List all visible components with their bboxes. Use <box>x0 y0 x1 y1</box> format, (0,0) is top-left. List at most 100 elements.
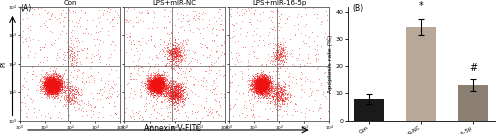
Point <box>261 86 269 89</box>
Point <box>254 90 262 92</box>
Point <box>146 86 154 88</box>
Point <box>274 77 282 79</box>
Point <box>254 86 262 88</box>
Point <box>148 85 156 87</box>
Point <box>50 80 58 82</box>
Point <box>162 85 170 87</box>
Point <box>258 88 266 90</box>
Point <box>64 49 72 51</box>
Point <box>49 81 57 83</box>
Point <box>42 84 50 86</box>
Point <box>45 83 53 85</box>
Text: *: * <box>419 1 424 11</box>
Point <box>36 78 44 81</box>
Point <box>212 28 220 30</box>
Point <box>324 65 332 67</box>
Point <box>168 88 176 90</box>
Point <box>172 95 179 97</box>
Point <box>150 80 158 83</box>
Point <box>158 79 166 81</box>
Point <box>261 83 269 86</box>
Point <box>250 84 258 86</box>
Point <box>253 81 261 84</box>
Point <box>45 87 53 89</box>
Point <box>260 85 268 87</box>
Point <box>157 86 165 88</box>
Point <box>149 81 157 83</box>
Point <box>44 83 52 85</box>
Point <box>56 83 64 86</box>
Point <box>178 89 186 91</box>
Point <box>256 78 264 80</box>
Point <box>157 82 165 84</box>
Point <box>43 91 51 93</box>
Point <box>156 80 164 82</box>
Point <box>50 89 58 91</box>
Point <box>48 80 56 82</box>
Point <box>57 80 65 82</box>
Point <box>48 82 56 84</box>
Point <box>154 86 162 88</box>
Point <box>50 85 58 87</box>
Point <box>154 82 162 84</box>
Point <box>273 99 281 101</box>
Point <box>156 74 164 76</box>
Point <box>168 53 176 55</box>
Point <box>154 80 162 83</box>
Point <box>52 81 60 83</box>
Point <box>154 85 162 88</box>
Point <box>247 84 255 86</box>
Point <box>152 83 160 86</box>
Point <box>26 97 34 99</box>
Point <box>50 85 58 88</box>
Point <box>43 78 51 80</box>
Point <box>51 84 59 86</box>
Point <box>17 109 25 111</box>
Point <box>56 81 64 83</box>
Point <box>47 88 55 90</box>
Point <box>274 92 282 94</box>
Point <box>254 88 262 90</box>
Point <box>18 85 25 87</box>
Point <box>54 82 62 84</box>
Point <box>260 82 268 84</box>
Point <box>264 85 272 87</box>
Point <box>258 95 266 98</box>
Point <box>152 80 160 82</box>
Point <box>182 98 190 100</box>
Point <box>278 47 285 49</box>
Point <box>136 81 144 83</box>
Point <box>202 56 210 58</box>
Point <box>151 88 159 90</box>
Point <box>152 87 160 89</box>
Point <box>256 83 264 86</box>
Point <box>256 88 264 90</box>
Point <box>264 81 272 83</box>
Point <box>148 83 156 85</box>
Point <box>48 80 56 82</box>
Point <box>158 81 166 83</box>
Point <box>30 107 38 109</box>
Point <box>259 80 267 82</box>
Point <box>48 83 56 85</box>
Point <box>160 81 168 83</box>
Point <box>148 81 156 83</box>
Point <box>261 80 269 82</box>
Point <box>266 81 274 84</box>
Point <box>34 13 42 16</box>
Point <box>258 83 266 85</box>
Point <box>266 79 274 81</box>
Point <box>256 82 264 84</box>
Point <box>261 83 269 86</box>
Point <box>286 101 294 103</box>
Point <box>49 80 57 82</box>
Point <box>250 83 258 85</box>
Point <box>56 89 64 91</box>
Point <box>44 83 52 85</box>
Point <box>254 85 262 87</box>
Point <box>52 88 60 90</box>
Point <box>44 85 52 87</box>
Point <box>150 81 158 83</box>
Point <box>264 89 272 92</box>
Point <box>48 91 56 93</box>
